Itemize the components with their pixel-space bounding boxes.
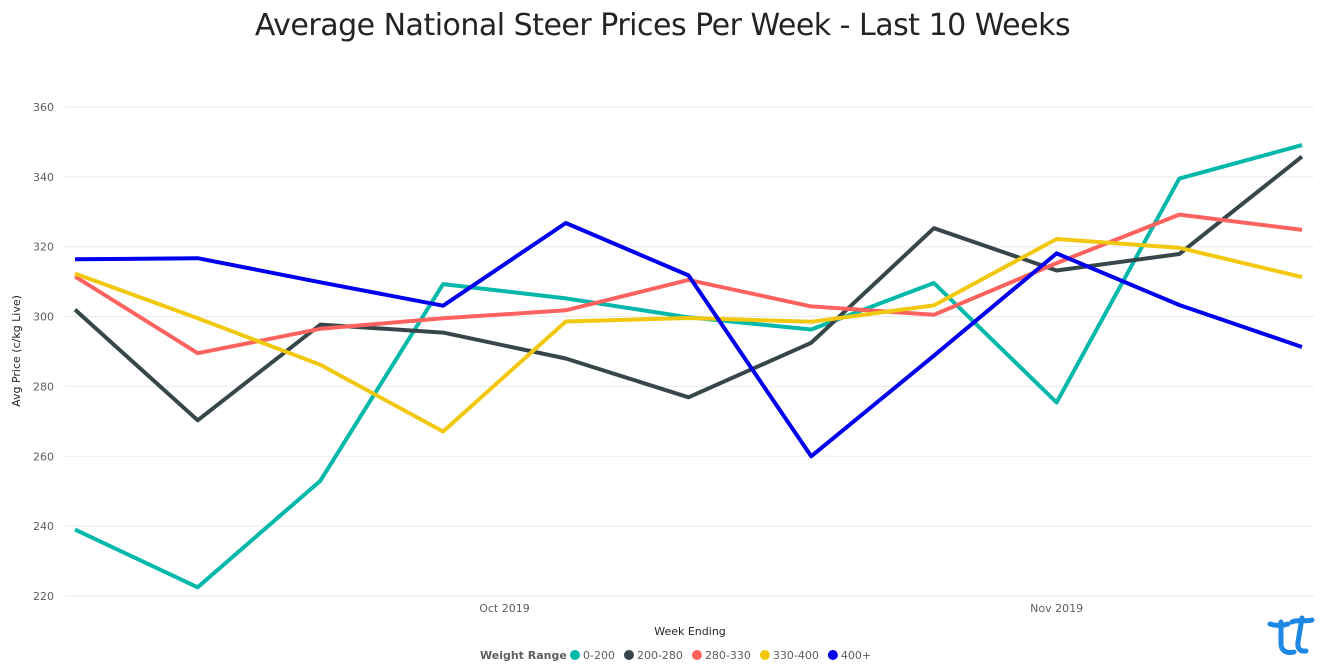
brand-logo-icon — [1267, 615, 1315, 655]
x-tick-label: Oct 2019 — [479, 602, 530, 615]
y-axis-title: Avg Price (c/kg Live) — [10, 295, 23, 407]
series-line-280-330 — [73, 212, 1303, 356]
chart-title: Average National Steer Prices Per Week -… — [254, 8, 1071, 43]
y-tick-label: 260 — [33, 450, 54, 463]
y-tick-label: 360 — [33, 101, 54, 114]
x-axis-title: Week Ending — [654, 625, 726, 638]
legend-marker-0-200 — [570, 650, 580, 660]
y-tick-label: 320 — [33, 241, 54, 254]
legend-title: Weight Range — [480, 649, 567, 662]
legend-label-200-280: 200-280 — [637, 649, 683, 662]
x-tick-label: Nov 2019 — [1030, 602, 1083, 615]
y-tick-label: 240 — [33, 520, 54, 533]
legend-label-280-330: 280-330 — [705, 649, 751, 662]
y-tick-label: 300 — [33, 311, 54, 324]
series-line-200-280 — [73, 155, 1304, 423]
legend-marker-200-280 — [623, 650, 634, 660]
legend-label-400+: 400+ — [841, 649, 871, 662]
y-tick-label: 340 — [33, 171, 54, 184]
legend-marker-280-330 — [691, 650, 702, 660]
legend-label-0-200: 0-200 — [583, 649, 615, 662]
series-line-330-400 — [74, 237, 1303, 434]
series-line-0-200 — [74, 143, 1303, 590]
gridlines — [65, 106, 1314, 597]
legend-marker-330-400 — [759, 650, 770, 660]
legend: Weight Range 0-200 200-280 280-330 330-400 4… — [480, 649, 871, 662]
y-axis-ticks: 220 240 260 280 300 320 340 360 — [33, 101, 54, 603]
x-axis-ticks: Oct 2019 Nov 2019 — [479, 602, 1083, 615]
y-tick-label: 220 — [33, 590, 54, 603]
legend-label-330-400: 330-400 — [773, 649, 819, 662]
series-line-400+ — [74, 221, 1303, 459]
y-tick-label: 280 — [33, 380, 54, 393]
legend-marker-400+ — [827, 650, 838, 660]
series-lines — [73, 143, 1304, 590]
